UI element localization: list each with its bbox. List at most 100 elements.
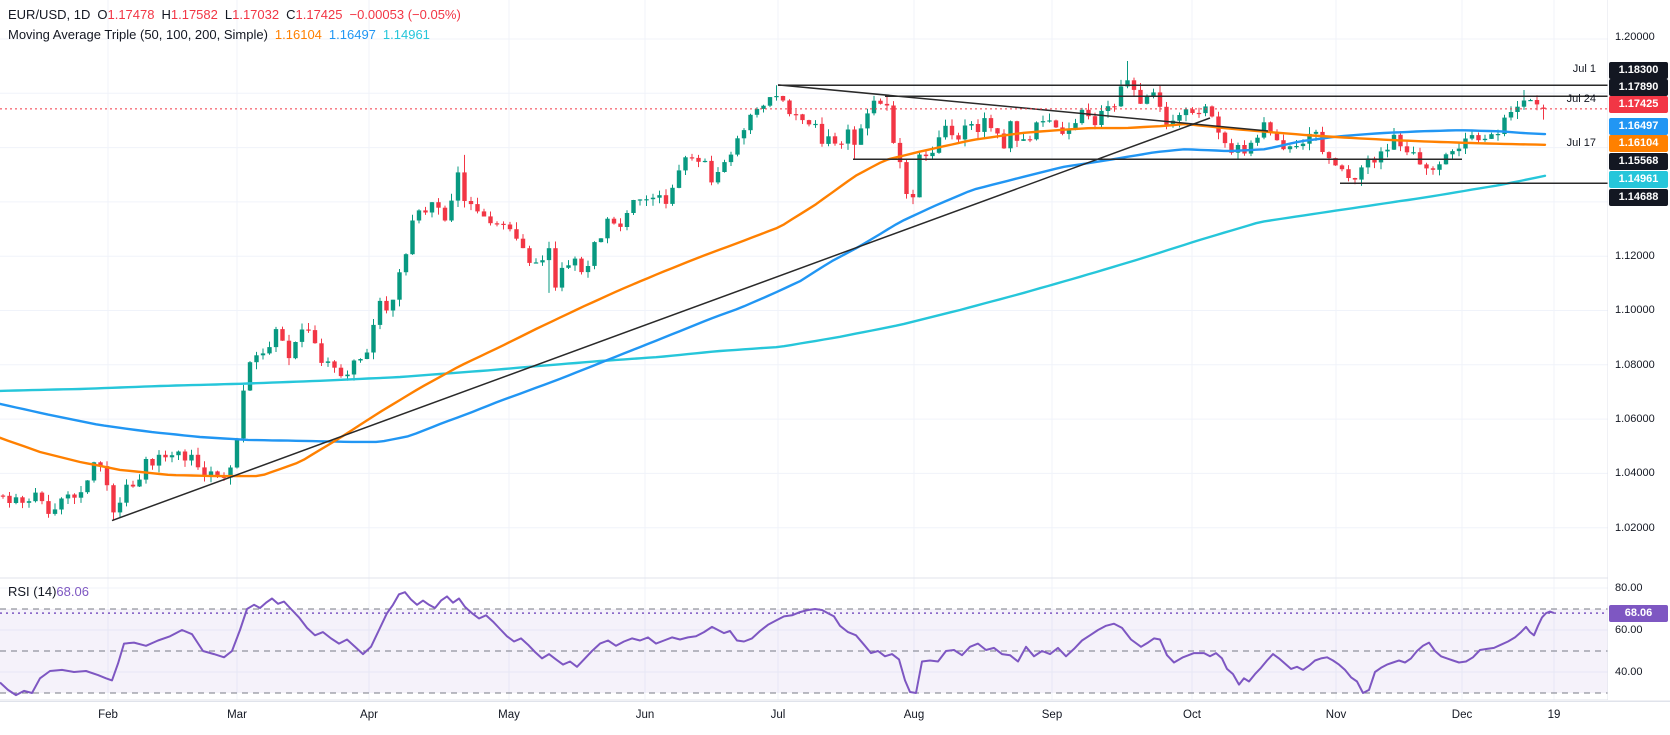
candle	[566, 265, 571, 268]
price-axis-badge: 1.17425	[1609, 96, 1668, 113]
candle	[592, 242, 597, 266]
candle	[1001, 133, 1007, 149]
rsi-tick-label: 60.00	[1615, 624, 1643, 636]
candle	[488, 216, 493, 224]
candle	[683, 157, 688, 171]
candle	[598, 238, 604, 243]
candlestick-series	[0, 80, 1546, 514]
time-tick-label: May	[498, 709, 520, 721]
candle	[241, 390, 246, 439]
candle	[117, 502, 123, 513]
candle	[761, 105, 766, 109]
candle	[689, 157, 695, 159]
candle	[1339, 165, 1345, 170]
candle	[774, 96, 779, 98]
price-axis-badge: 1.15568	[1609, 153, 1668, 170]
candle	[572, 258, 578, 266]
sma-100-line	[0, 129, 1547, 444]
open-value: 1.17478	[107, 7, 155, 22]
candle	[611, 218, 617, 224]
candle	[319, 343, 324, 363]
time-tick-label: 19	[1547, 709, 1561, 721]
price-axis[interactable]: 1.20000 1.12000 1.10000 1.08000 1.06000 1.040…	[1608, 0, 1670, 700]
candle	[416, 210, 422, 221]
candle	[1391, 134, 1397, 150]
high-label: H	[161, 7, 171, 22]
candle	[657, 195, 662, 198]
candle	[858, 128, 864, 145]
candle	[1222, 132, 1228, 144]
candle	[579, 258, 584, 273]
rsi-indicator-row[interactable]: RSI (14)68.06	[8, 584, 89, 599]
ohlc-row[interactable]: EUR/USD, 1D O1.17478 H1.17582 L1.17032 C1.17…	[8, 5, 461, 25]
candle	[39, 492, 45, 502]
candle	[982, 118, 987, 132]
ascending-trendline[interactable]	[111, 117, 1211, 522]
candle	[13, 497, 19, 503]
sma-50-line	[0, 122, 1547, 478]
candle	[221, 476, 227, 478]
candle	[111, 485, 116, 513]
candle	[1066, 128, 1072, 134]
candle	[338, 367, 344, 377]
candle	[793, 114, 799, 116]
candle	[1313, 131, 1319, 134]
descending-trendline[interactable]	[777, 84, 1269, 132]
candle	[351, 360, 357, 375]
ma-indicator-row[interactable]: Moving Average Triple (50, 100, 200, Sim…	[8, 25, 461, 45]
candle	[988, 118, 994, 129]
candle	[384, 300, 389, 311]
candle	[832, 136, 838, 144]
rsi-tick-label: 80.00	[1615, 582, 1643, 594]
candle	[897, 142, 903, 163]
candle	[1456, 148, 1462, 152]
candle	[923, 154, 929, 157]
time-tick-label: Aug	[903, 709, 925, 721]
candle	[501, 223, 506, 225]
candle	[891, 105, 896, 143]
time-axis[interactable]: Feb Mar Apr May Jun Jul Aug Sep Oct Nov Dec 19	[0, 701, 1670, 735]
candle	[325, 361, 331, 363]
sma-200-line	[0, 174, 1547, 393]
price-tick-label: 1.20000	[1615, 31, 1655, 43]
candle	[78, 492, 84, 498]
candle	[559, 267, 565, 288]
candle	[286, 340, 292, 359]
candle	[312, 330, 318, 344]
candle	[449, 200, 454, 221]
candle	[358, 359, 363, 361]
candle	[1125, 80, 1130, 87]
candle	[1203, 106, 1208, 114]
candle	[878, 100, 883, 104]
candle	[865, 113, 870, 129]
candle	[442, 207, 448, 221]
candle	[182, 451, 188, 461]
candle	[468, 201, 474, 205]
candle	[936, 137, 942, 153]
price-axis-badge: 1.16497	[1609, 118, 1668, 135]
candle	[585, 266, 591, 273]
candle	[819, 123, 825, 144]
rsi-title: RSI	[8, 584, 30, 599]
candle	[260, 353, 266, 356]
price-tick-label: 1.12000	[1615, 250, 1655, 262]
candle	[995, 128, 1000, 134]
candle	[975, 124, 981, 132]
candle	[540, 260, 545, 263]
candle	[1326, 152, 1332, 159]
candle	[852, 129, 857, 145]
candle	[1268, 122, 1273, 133]
candle	[1047, 120, 1052, 122]
candle	[436, 202, 441, 208]
candle	[1489, 134, 1494, 139]
close-value: 1.17425	[295, 7, 343, 22]
price-tick-label: 1.02000	[1615, 522, 1655, 534]
price-axis-badge: 1.17890	[1609, 79, 1668, 96]
symbol-legend[interactable]: EUR/USD, 1D O1.17478 H1.17582 L1.17032 C1.17…	[8, 5, 461, 45]
price-tick-label: 1.06000	[1615, 413, 1655, 425]
candle	[605, 218, 610, 239]
candle	[839, 143, 844, 145]
candle	[104, 466, 110, 486]
candle	[273, 329, 279, 348]
